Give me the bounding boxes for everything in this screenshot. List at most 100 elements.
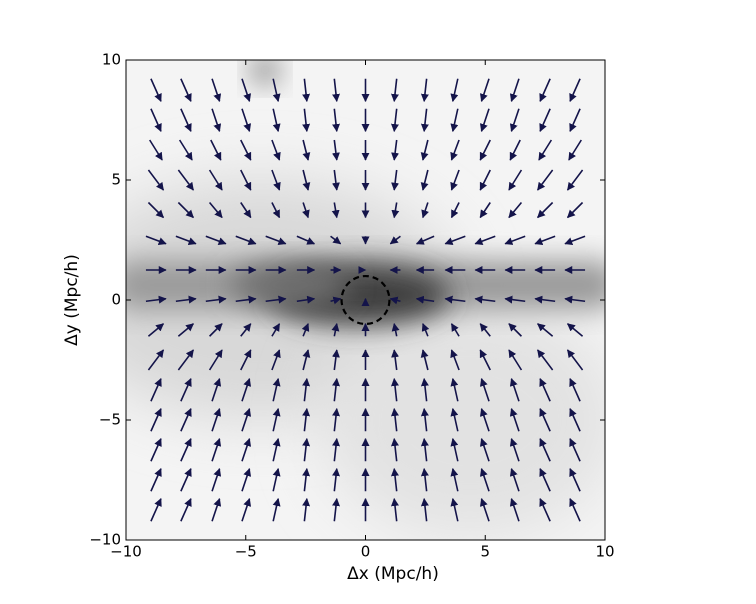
velocity-arrow <box>534 235 556 245</box>
velocity-arrow <box>474 295 496 304</box>
velocity-arrow <box>147 201 165 219</box>
velocity-arrow <box>211 407 222 432</box>
velocity-arrow <box>569 378 581 402</box>
velocity-arrow <box>509 497 520 522</box>
velocity-arrow <box>537 323 554 337</box>
velocity-arrow <box>180 468 192 492</box>
velocity-arrow <box>391 377 399 402</box>
velocity-arrow <box>566 349 584 371</box>
velocity-arrow <box>450 377 459 402</box>
velocity-arrow <box>389 235 401 245</box>
velocity-arrow <box>450 139 460 161</box>
velocity-arrow <box>539 78 551 102</box>
velocity-arrow <box>479 407 490 432</box>
velocity-arrow <box>539 378 551 402</box>
velocity-arrow <box>479 323 491 337</box>
velocity-arrow <box>302 377 311 402</box>
velocity-arrow <box>235 295 257 304</box>
velocity-arrow <box>272 497 281 522</box>
velocity-arrow <box>539 468 551 492</box>
velocity-arrow <box>566 323 584 337</box>
velocity-arrow <box>474 235 496 245</box>
velocity-arrow <box>241 108 252 133</box>
velocity-arrow <box>420 377 429 402</box>
velocity-arrow <box>180 498 192 522</box>
velocity-arrow <box>271 202 281 219</box>
velocity-arrow <box>420 497 429 522</box>
velocity-arrow <box>332 437 340 462</box>
velocity-arrow <box>391 322 400 337</box>
velocity-arrow <box>509 139 521 161</box>
velocity-arrow <box>569 438 581 462</box>
velocity-arrow <box>210 139 222 161</box>
velocity-arrow <box>208 201 223 219</box>
velocity-arrow <box>508 169 523 191</box>
velocity-arrow <box>330 296 342 305</box>
velocity-arrow <box>564 235 586 245</box>
velocity-arrow <box>208 349 223 371</box>
velocity-arrow <box>211 78 222 103</box>
velocity-arrow <box>421 202 429 219</box>
velocity-arrow <box>235 235 257 245</box>
velocity-arrow <box>391 437 399 462</box>
velocity-arrow <box>331 169 340 191</box>
velocity-arrow <box>391 467 399 492</box>
velocity-arrow <box>241 437 252 462</box>
velocity-arrow <box>331 349 340 371</box>
velocity-arrow <box>569 108 581 132</box>
y-tick-label: 5 <box>111 171 121 189</box>
velocity-arrow <box>180 408 192 432</box>
velocity-arrow <box>145 235 167 245</box>
velocity-arrow <box>240 169 252 191</box>
velocity-arrow <box>420 169 429 191</box>
velocity-arrow <box>271 169 281 191</box>
velocity-arrow <box>302 139 311 161</box>
velocity-arrow <box>240 139 252 161</box>
velocity-arrow <box>296 235 316 245</box>
velocity-arrow <box>537 201 554 219</box>
velocity-arrow <box>509 108 520 133</box>
velocity-arrow <box>177 349 195 371</box>
y-tick-label: −5 <box>99 411 121 429</box>
velocity-arrow <box>302 78 311 103</box>
velocity-arrow <box>509 407 520 432</box>
velocity-arrow <box>211 437 222 462</box>
velocity-arrow <box>391 78 399 103</box>
velocity-arrow <box>240 349 252 371</box>
velocity-arrow <box>420 407 429 432</box>
y-tick-label: 0 <box>111 291 121 309</box>
velocity-arrow <box>479 497 490 522</box>
velocity-arrow <box>265 295 287 304</box>
velocity-arrow <box>149 139 163 161</box>
velocity-arrow <box>539 108 551 132</box>
velocity-arrow <box>241 78 252 103</box>
velocity-arrow <box>450 323 460 337</box>
velocity-arrow <box>302 202 310 219</box>
velocity-arrow <box>302 497 311 522</box>
velocity-arrow <box>332 377 340 402</box>
velocity-arrow <box>150 108 162 132</box>
y-axis-label: Δy (Mpc/h) <box>62 254 82 346</box>
velocity-arrow <box>272 467 281 492</box>
velocity-arrow <box>450 108 459 133</box>
velocity-arrow <box>205 235 227 245</box>
velocity-arrow <box>208 169 223 191</box>
velocity-arrow <box>479 139 491 161</box>
velocity-arrow <box>479 169 491 191</box>
velocity-arrow <box>569 468 581 492</box>
velocity-arrow <box>450 349 460 371</box>
velocity-arrow <box>178 139 193 161</box>
velocity-arrow <box>569 78 581 102</box>
velocity-arrow <box>302 407 311 432</box>
velocity-arrow <box>444 235 466 245</box>
velocity-arrow <box>538 139 553 161</box>
velocity-arrow <box>175 235 197 245</box>
velocity-arrow <box>415 295 435 304</box>
velocity-arrow <box>272 108 281 133</box>
x-tick-label: −5 <box>235 543 257 561</box>
velocity-arrow <box>420 139 429 161</box>
velocity-arrow <box>302 437 311 462</box>
velocity-arrow <box>241 467 252 492</box>
velocity-arrow <box>479 467 490 492</box>
